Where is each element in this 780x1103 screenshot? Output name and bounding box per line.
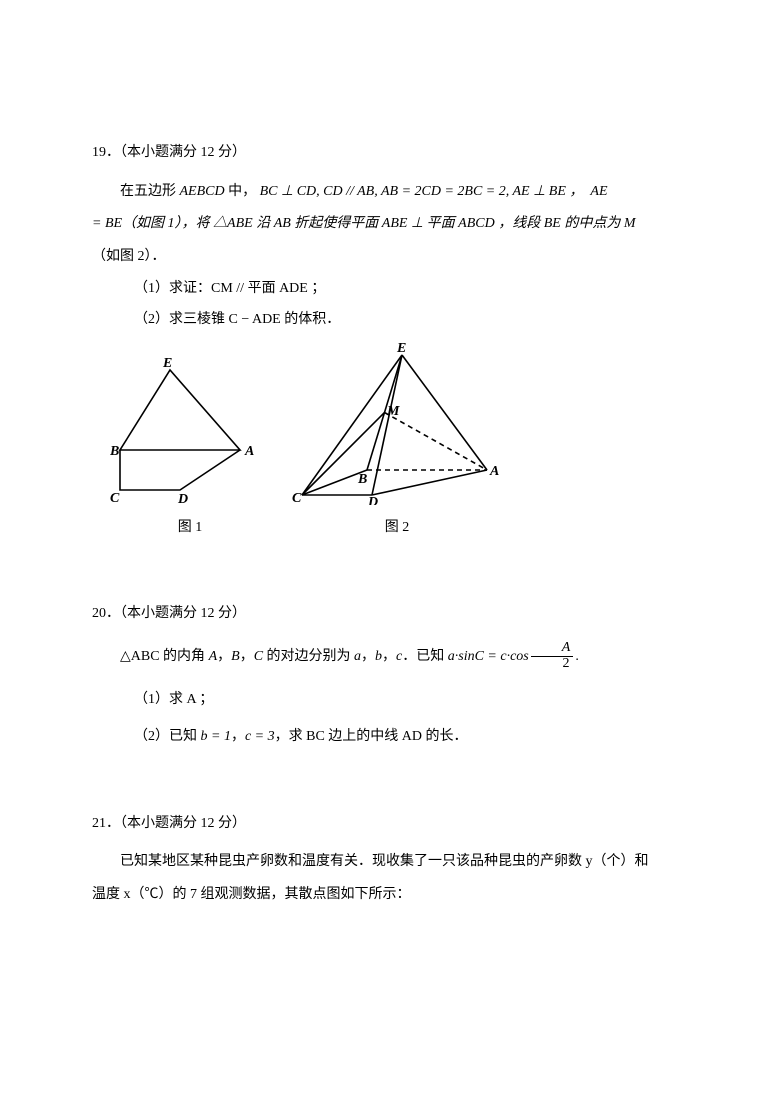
fig1-label-A: A: [244, 444, 254, 459]
problem-20: 20．（本小题满分 12 分） △ABC 的内角 A，B，C 的对边分别为 a，…: [92, 601, 688, 750]
p20-l1b: 的对边分别为: [263, 649, 354, 664]
p21-line1: 已知某地区某种昆虫产卵数和温度有关．现收集了一只该品种昆虫的产卵数 y（个）和: [92, 849, 688, 876]
fig2-label-A: A: [489, 464, 499, 479]
p20-l1c: ．已知: [402, 649, 448, 664]
p20-eq-lhs: a·sinC = c·cos: [448, 649, 529, 664]
p19-l1a: 在五边形: [120, 184, 180, 199]
fig1-label-B: B: [110, 444, 119, 459]
fig1-label-C: C: [110, 491, 120, 505]
p20-sub2: （2）已知 b = 1，c = 3，求 BC 边上的中线 AD 的长．: [92, 724, 688, 751]
fig2-svg: A B C D E M: [292, 340, 502, 505]
fig1-triangle-abe: [120, 370, 240, 450]
fig1-label-D: D: [177, 492, 188, 505]
p20-eq-frac: A2: [531, 641, 574, 671]
p20-line1: △ABC 的内角 A，B，C 的对边分别为 a，b，c．已知 a·sinC = …: [92, 640, 688, 674]
p19-sub2: （2）求三棱锥 C − ADE 的体积．: [92, 307, 688, 334]
p20-sub2a: （2）已知: [134, 729, 201, 744]
p19-sub2-text: （2）求三棱锥 C − ADE 的体积．: [134, 312, 340, 327]
p20-b: b: [375, 649, 382, 664]
fig2-caption: 图 2: [385, 515, 410, 542]
p21-header: 21．（本小题满分 12 分）: [92, 811, 688, 838]
problem-19: 19．（本小题满分 12 分） 在五边形 AEBCD 中， BC ⊥ CD, C…: [92, 140, 688, 541]
p20-sub2-b: b = 1: [201, 729, 231, 744]
p20-C: C: [254, 649, 263, 664]
fig1-label-E: E: [162, 356, 172, 371]
page: 19．（本小题满分 12 分） 在五边形 AEBCD 中， BC ⊥ CD, C…: [0, 0, 780, 1008]
figure-1: A B C D E 图 1: [110, 355, 270, 542]
p19-l1-math: BC ⊥ CD, CD // AB, AB = 2CD = 2BC = 2, A…: [256, 184, 583, 199]
p19-line2: = BE（如图 1），将 △ABE 沿 AB 折起使得平面 ABE ⊥ 平面 A…: [92, 211, 688, 238]
p20-B: B: [231, 649, 240, 664]
p20-sub2-mid: ，: [231, 729, 245, 744]
p21-line2: 温度 x（℃）的 7 组观测数据，其散点图如下所示：: [92, 882, 688, 909]
p20-A: A: [209, 649, 218, 664]
p20-header: 20．（本小题满分 12 分）: [92, 601, 688, 628]
p19-figures: A B C D E 图 1: [110, 340, 688, 542]
fig2-label-E: E: [396, 341, 406, 356]
p19-line2b: （如图 2）．: [92, 244, 688, 271]
p19-l2a: = BE（如图 1），将 △ABE 沿 AB 折起使得平面 ABE ⊥ 平面 A…: [92, 216, 635, 231]
fig1-svg: A B C D E: [110, 355, 270, 505]
p20-l1a: △ABC 的内角: [120, 649, 209, 664]
p19-line1: 在五边形 AEBCD 中， BC ⊥ CD, CD // AB, AB = 2C…: [92, 179, 688, 206]
fig1-bcda: [120, 450, 240, 490]
p19-l1b: 中，: [225, 184, 257, 199]
p20-sub2b: ，求 BC 边上的中线 AD 的长．: [275, 729, 468, 744]
p20-frac-den: 2: [531, 657, 574, 672]
p19-header: 19．（本小题满分 12 分）: [92, 140, 688, 167]
p20-sub2-c: c = 3: [245, 729, 275, 744]
p20-sub1: （1）求 A ；: [92, 687, 688, 714]
p19-sub1: （1）求证：CM // 平面 ADE ；: [92, 276, 688, 303]
fig2-edge-MA: [385, 412, 488, 470]
figure-2: A B C D E M 图 2: [292, 340, 502, 542]
p20-period: .: [575, 649, 579, 664]
fig1-caption: 图 1: [178, 515, 203, 542]
p19-l1-tail: AE: [590, 184, 607, 199]
p20-a: a: [354, 649, 361, 664]
p20-frac-num: A: [531, 641, 574, 657]
fig2-label-M: M: [386, 404, 400, 419]
p19-sub1-text: （1）求证：CM // 平面 ADE ；: [134, 281, 325, 296]
fig2-label-B: B: [357, 472, 367, 487]
p19-pentagon: AEBCD: [180, 184, 225, 199]
fig2-label-D: D: [367, 495, 378, 505]
fig2-label-C: C: [292, 491, 302, 505]
fig2-edge-DA: [372, 470, 487, 495]
problem-21: 21．（本小题满分 12 分） 已知某地区某种昆虫产卵数和温度有关．现收集了一只…: [92, 811, 688, 909]
fig2-edge-AE: [402, 355, 487, 470]
